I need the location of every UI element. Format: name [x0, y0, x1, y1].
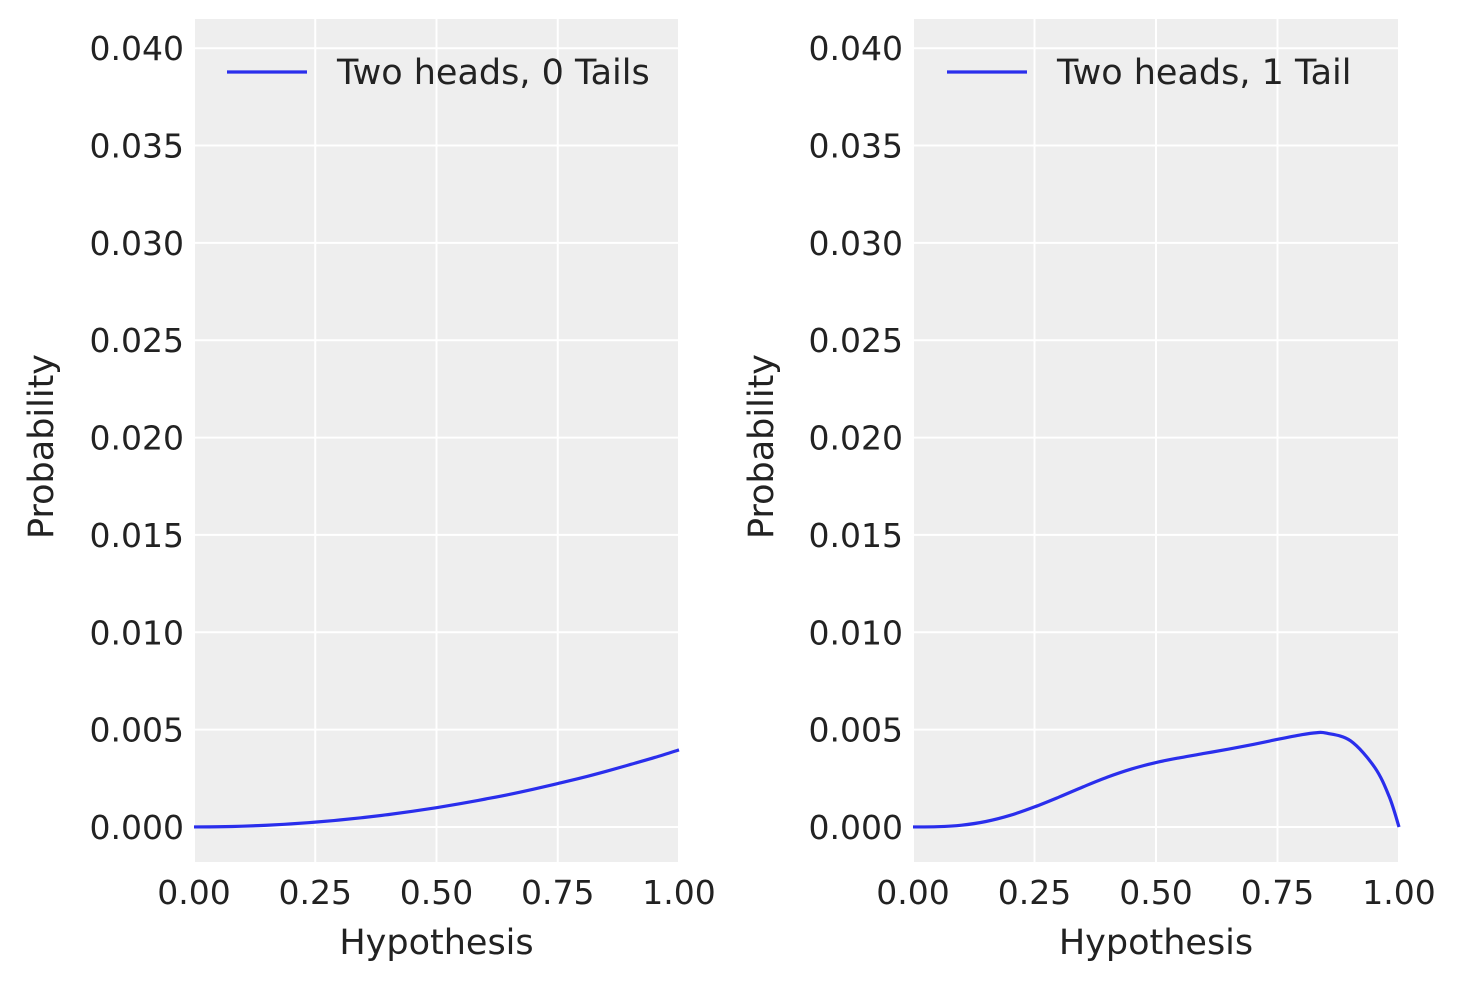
y-tick-label: 0.020: [90, 419, 184, 458]
legend-label: Two heads, 0 Tails: [336, 53, 650, 93]
y-tick-label: 0.015: [90, 516, 184, 555]
series-line: [912, 730, 1401, 829]
y-tick-label: 0.020: [809, 419, 903, 458]
y-tick-label: 0.040: [90, 29, 184, 68]
y-tick-label: 0.005: [90, 711, 184, 750]
y-tick-label: 0.005: [809, 711, 903, 750]
y-tick-label: 0.025: [809, 321, 903, 360]
y-axis-label: Probability: [742, 354, 782, 539]
y-axis-label: Probability: [22, 354, 62, 539]
legend-label: Two heads, 1 Tail: [1056, 53, 1352, 93]
x-axis-label: Hypothesis: [1059, 923, 1253, 963]
x-tick-label: 0.50: [1119, 873, 1192, 912]
chart-panel-1: 0.000 0.005 0.010 0.015 0.020 0.025 0.030 0.035…: [22, 19, 716, 963]
y-tick-label: 0.030: [809, 224, 903, 263]
x-tick-label: 0.75: [521, 873, 594, 912]
x-tick-label: 0.50: [400, 873, 473, 912]
y-tick-label: 0.015: [809, 516, 903, 555]
y-tick-label: 0.010: [90, 613, 184, 652]
y-tick-label: 0.035: [809, 127, 903, 166]
y-tick-label: 0.035: [90, 127, 184, 166]
y-tick-label: 0.000: [809, 808, 903, 847]
y-tick-label: 0.010: [809, 613, 903, 652]
chart-panel-2: 0.000 0.005 0.010 0.015 0.020 0.025 0.030 0.035…: [742, 19, 1436, 963]
y-tick-label: 0.040: [809, 29, 903, 68]
x-tick-label: 0.25: [998, 873, 1071, 912]
y-tick-label: 0.025: [90, 321, 184, 360]
y-tick-label: 0.000: [90, 808, 184, 847]
x-axis-label: Hypothesis: [339, 923, 533, 963]
x-tick-label: 0.75: [1241, 873, 1314, 912]
x-tick-label: 1.00: [642, 873, 715, 912]
series-line: [193, 748, 680, 829]
y-tick-label: 0.030: [90, 224, 184, 263]
x-tick-label: 1.00: [1362, 873, 1435, 912]
x-tick-label: 0.25: [279, 873, 352, 912]
x-tick-label: 0.00: [876, 873, 949, 912]
x-tick-label: 0.00: [157, 873, 230, 912]
